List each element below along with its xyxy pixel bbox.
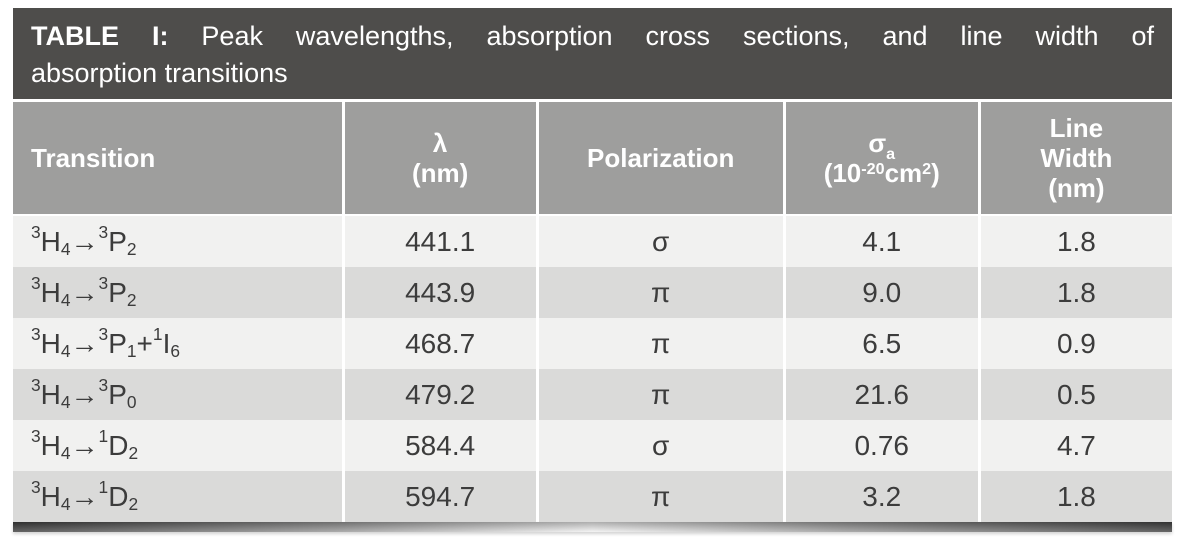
- cell-line-width-row6: 1.8: [980, 471, 1172, 522]
- cell-polarization-row6: π: [538, 471, 783, 522]
- cell-line-width-row3: 0.9: [980, 318, 1172, 369]
- cell-line-width-row1: 1.8: [980, 216, 1172, 267]
- cell-transition-row1: 3 H 4 → 3 P 2: [13, 216, 342, 267]
- cell-sigma-a-row4: 21.6: [785, 369, 978, 420]
- cell-lambda-row5: 584.4: [344, 420, 536, 471]
- cell-lambda-row3: 468.7: [344, 318, 536, 369]
- header-cell-sigma-a: σa (10-20cm2): [785, 102, 978, 216]
- cell-transition-row6: 3 H 4 → 1 D 2: [13, 471, 342, 522]
- cell-transition-row3: 3 H 4 → 3 P 1 +1 I 6: [13, 318, 342, 369]
- cell-line-width-row5: 4.7: [980, 420, 1172, 471]
- table-title-bar: TABLE I: Peak wavelengths, absorption cr…: [13, 8, 1172, 99]
- cell-polarization-row5: σ: [538, 420, 783, 471]
- header-cell-lambda-nm: λ (nm): [344, 102, 536, 216]
- cell-polarization-row2: π: [538, 267, 783, 318]
- cell-sigma-a-row2: 9.0: [785, 267, 978, 318]
- cell-sigma-a-row5: 0.76: [785, 420, 978, 471]
- table-bottom-shadow-bar: [13, 522, 1172, 532]
- cell-lambda-row4: 479.2: [344, 369, 536, 420]
- cell-polarization-row1: σ: [538, 216, 783, 267]
- cell-polarization-row3: π: [538, 318, 783, 369]
- cell-line-width-row2: 1.8: [980, 267, 1172, 318]
- header-cell-polarization: Polarization: [538, 102, 783, 216]
- cell-sigma-a-row1: 4.1: [785, 216, 978, 267]
- table-caption-line1: TABLE I: Peak wavelengths, absorption cr…: [31, 18, 1154, 55]
- data-table: Transition λ (nm) Polarization σa (10-20cm2) L…: [13, 102, 1172, 522]
- cell-polarization-row4: π: [538, 369, 783, 420]
- table-figure: TABLE I: Peak wavelengths, absorption cr…: [13, 8, 1172, 532]
- cell-lambda-row2: 443.9: [344, 267, 536, 318]
- cell-transition-row2: 3 H 4 → 3 P 2: [13, 267, 342, 318]
- cell-lambda-row6: 594.7: [344, 471, 536, 522]
- table-caption-line2: absorption transitions: [31, 58, 288, 88]
- header-cell-line-width: Line Width (nm): [980, 102, 1172, 216]
- cell-transition-row5: 3 H 4 → 1 D 2: [13, 420, 342, 471]
- cell-line-width-row4: 0.5: [980, 369, 1172, 420]
- cell-sigma-a-row6: 3.2: [785, 471, 978, 522]
- cell-sigma-a-row3: 6.5: [785, 318, 978, 369]
- table-label: TABLE I:: [31, 21, 169, 51]
- cell-lambda-row1: 441.1: [344, 216, 536, 267]
- cell-transition-row4: 3 H 4 → 3 P 0: [13, 369, 342, 420]
- header-cell-transition: Transition: [13, 102, 342, 216]
- table-caption-text: Peak wavelengths, absorption cross secti…: [201, 21, 1155, 51]
